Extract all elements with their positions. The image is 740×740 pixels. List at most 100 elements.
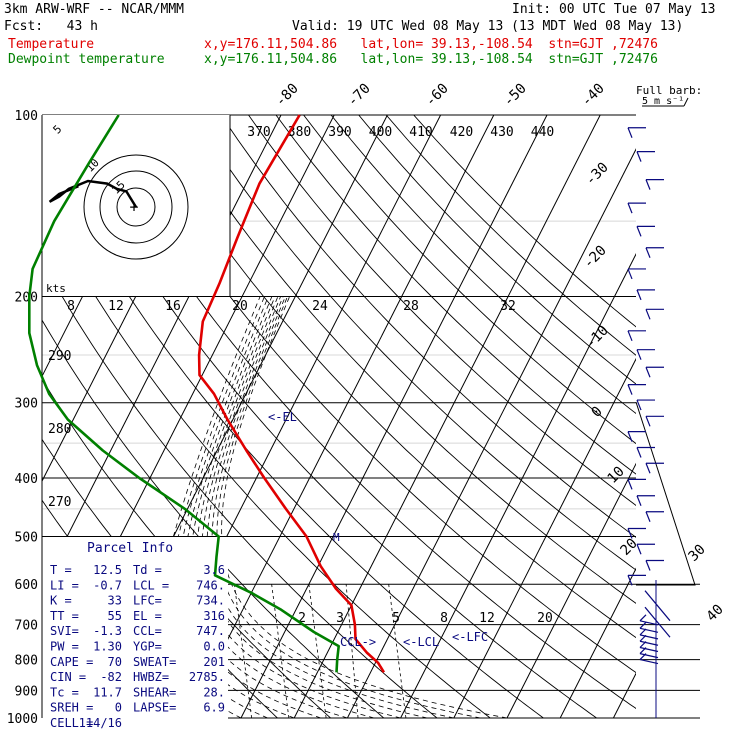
pressure-label-400: 400 [15, 472, 38, 487]
barb-staff [639, 620, 659, 626]
mixing-ratio-label: 8 [440, 611, 448, 626]
barb-flag [636, 349, 642, 360]
barb-staff [639, 640, 659, 646]
hodograph-ring-10 [99, 170, 173, 244]
dewpoint-location-info: x,y=176.11,504.86 lat,lon= 39.13,-108.54… [204, 52, 658, 67]
parcel-stat-label: CAPE = [50, 655, 93, 669]
barb-flag [627, 431, 633, 442]
isotherm-label: 30 [686, 542, 709, 565]
mixing-ratio-label: 2 [298, 611, 306, 626]
parcel-stat-value: 3.6 [203, 563, 225, 577]
isotherm [453, 357, 636, 718]
wind-barb [639, 647, 659, 659]
hodograph-speed-label: 28 [403, 299, 419, 314]
barb-flag [636, 543, 642, 555]
pressure-label-300: 300 [15, 397, 38, 412]
dry-adiabat [138, 115, 636, 639]
theta-e-label: 400 [369, 125, 392, 140]
isotherm-label: -60 [423, 81, 452, 110]
parcel-stat-value: 6.9 [203, 701, 225, 715]
dry-adiabat [42, 201, 491, 718]
m-annotation: M [333, 531, 340, 544]
barb-flag [627, 575, 633, 586]
theta-e-label: 380 [288, 125, 311, 140]
parcel-stat-value: 746. [196, 578, 225, 592]
wind-barb [645, 415, 664, 427]
isotherm-label: -70 [345, 81, 374, 110]
parcel-stat-value: 33 [108, 594, 122, 608]
lfc-annotation: <-LFC [452, 630, 488, 644]
pressure-label-100: 100 [15, 109, 38, 124]
barb-flag [645, 179, 651, 190]
isotherm-label: -80 [273, 81, 302, 110]
parcel-stat-label: PW = [50, 640, 79, 654]
wind-barb [645, 559, 664, 571]
dry-adiabat [55, 115, 597, 718]
ccl-annotation: CCL-> [340, 635, 376, 649]
parcel-stat-label: YGP= [133, 640, 162, 654]
isotherm [346, 148, 636, 718]
parcel-stat-label: CCL= [133, 624, 162, 638]
parcel-stat-value: -1.3 [93, 624, 122, 638]
wind-barb [636, 495, 655, 506]
mixing-ratio-line [271, 584, 290, 718]
parcel-stat-value: 0 [115, 701, 122, 715]
wind-barb [644, 590, 671, 622]
theta-e-label: 390 [328, 125, 351, 140]
barb-flag [636, 495, 642, 506]
hodograph-speed-label: 32 [500, 299, 516, 314]
parcel-stat-value: 1.30 [93, 640, 122, 654]
isotherm-label: 10 [605, 464, 628, 487]
mixing-ratio-label: 20 [537, 611, 553, 626]
hodograph-center-mark: + [129, 198, 138, 216]
dry-adiabat [42, 260, 438, 718]
parcel-stat-label: EL = [133, 609, 162, 623]
wind-barb [627, 330, 646, 342]
barb-flag [627, 127, 633, 138]
barb-feather [639, 641, 647, 648]
isotherm [559, 567, 636, 718]
barb-flag [627, 528, 633, 539]
barb-flag [645, 463, 651, 474]
parcel-stat-value: 55 [108, 609, 122, 623]
barb-flag [627, 330, 633, 342]
barb-flag [645, 511, 651, 523]
forecast-hour: Fcst: 43 h [4, 19, 98, 34]
dry-adiabat [165, 115, 636, 604]
barb-legend-feather [683, 97, 689, 107]
isotherm-label: -20 [581, 243, 610, 272]
parcel-stat-label: LI = [50, 578, 79, 592]
parcel-stat-label: TT = [50, 609, 79, 623]
parcel-stat-value: 11.7 [93, 685, 122, 699]
hodograph-speed-label: 8 [67, 299, 75, 314]
parcel-info-bg [42, 537, 228, 722]
barb-flag [645, 560, 651, 571]
parcel-stat-label: CIN = [50, 670, 86, 684]
mixing-ratio-line [388, 584, 407, 718]
theta-e-label: 430 [490, 125, 513, 140]
barb-feather [639, 653, 647, 660]
wind-barb [645, 179, 664, 190]
pressure-label-200: 200 [15, 291, 38, 306]
barb-staff [639, 627, 659, 633]
dry-adiabat [385, 115, 636, 356]
wind-barb [636, 349, 655, 360]
lcl-annotation: <-LCL [403, 635, 439, 649]
mixing-ratio-line [345, 584, 359, 718]
barb-flag [627, 479, 633, 490]
barb-flag [636, 289, 642, 301]
wind-barb [645, 247, 664, 258]
pressure-label-500: 500 [15, 530, 38, 545]
barb-flag [645, 416, 651, 427]
temperature-trace [197, 114, 386, 673]
mixing-ratio-label: 12 [479, 611, 495, 626]
moist-adiabat [206, 296, 428, 718]
valid-time: Valid: 19 UTC Wed 08 May 13 (13 MDT Wed … [292, 19, 684, 34]
wind-barb [645, 308, 664, 320]
parcel-stat-value: 734. [196, 594, 225, 608]
wind-barb [636, 289, 655, 301]
barb-feather [639, 614, 647, 622]
parcel-stat-value: 316 [203, 609, 225, 623]
dry-adiabat-label: 270 [48, 495, 71, 510]
